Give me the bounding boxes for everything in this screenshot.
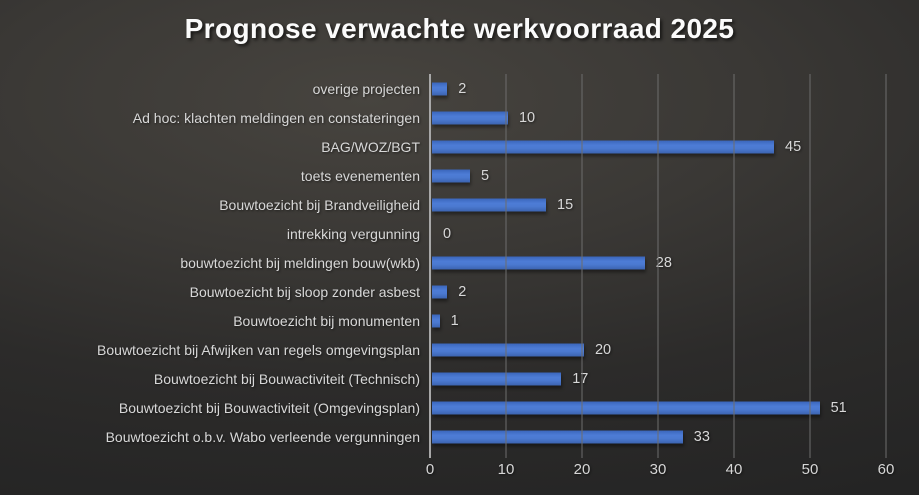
x-axis-tick-label: 10 [497,461,515,478]
category-label: Bouwtoezicht bij Brandveiligheid [219,196,420,213]
category-label: Bouwtoezicht bij Bouwactiviteit (Technis… [153,371,420,388]
bar [432,198,546,212]
bar [432,314,440,328]
value-label: 2 [458,284,467,301]
gridline [657,74,659,458]
bar-row: Bouwtoezicht bij Bouwactiviteit (Technis… [154,365,886,394]
bar-row: toets evenementen 5 [301,161,886,190]
plot-area: overige projecten 2 Ad hoc: klachten meldi… [97,74,894,478]
bar [432,372,562,386]
category-axis-line [429,74,431,458]
value-label: 2 [458,80,467,97]
category-label: toets evenementen [300,167,420,184]
bar-row: overige projecten 2 [313,74,886,103]
category-label: bouwtoezicht bij meldingen bouw(wkb) [180,255,420,271]
bar [432,343,584,357]
x-axis-tick-label: 50 [801,461,819,478]
bar-row: Bouwtoezicht o.b.v. Wabo verleende vergu… [106,423,886,452]
value-label: 5 [480,167,490,184]
category-label: Bouwtoezicht bij sloop zonder asbest [189,284,420,301]
category-label: Bouwtoezicht o.b.v. Wabo verleende vergu… [105,429,420,446]
value-label: 51 [830,400,847,417]
bar-row: intrekking vergunning 0 [287,219,886,248]
value-label: 45 [785,138,802,155]
value-label: 33 [693,429,710,446]
bar-row: Bouwtoezicht bij monumenten 1 [233,307,886,336]
chart-title: Prognose verwachte werkvoorraad 2025 [184,13,735,44]
value-label: 20 [594,342,612,359]
bar-row: Bouwtoezicht bij Brandveiligheid 15 [219,190,886,219]
bar-row: BAG/WOZ/BGT 45 [321,132,886,161]
bar [432,140,774,154]
value-label: 28 [655,255,672,271]
value-label: 15 [557,196,574,213]
bar [432,285,448,299]
gridline [885,74,887,458]
bar [432,82,448,96]
bar-row: Bouwtoezicht bij Bouwactiviteit (Omgevin… [119,394,886,423]
value-label: 1 [450,313,459,330]
category-label: overige projecten [312,80,420,97]
category-label: Bouwtoezicht bij Afwijken van regels omg… [97,342,420,359]
x-axis-tick-label: 60 [877,461,895,478]
value-label: 10 [518,109,536,126]
x-axis-tick-label: 30 [649,461,667,478]
x-axis-tick-label: 0 [425,461,435,478]
category-label: BAG/WOZ/BGT [321,138,420,155]
bar [432,169,470,183]
x-axis-tick-label: 40 [725,461,743,478]
bar [432,256,645,270]
bar [432,430,683,444]
gridline [505,74,507,458]
gridline [809,74,811,458]
bar [432,401,820,415]
bar-row: Bouwtoezicht bij Afwijken van regels omg… [97,336,886,365]
bar-row: Ad hoc: klachten meldingen en constateri… [133,103,886,132]
category-label: Bouwtoezicht bij monumenten [233,313,420,330]
value-label: 0 [443,225,452,242]
gridline [581,74,583,458]
bar [432,111,508,125]
gridline [733,74,735,458]
category-label: Bouwtoezicht bij Bouwactiviteit (Omgevin… [118,400,420,417]
value-label: 17 [572,371,589,388]
category-label: intrekking vergunning [286,225,420,242]
x-axis-tick-label: 20 [573,461,591,478]
category-label: Ad hoc: klachten meldingen en constateri… [132,109,420,126]
bar-rows: overige projecten 2 Ad hoc: klachten meldi… [97,74,886,452]
bar-row: bouwtoezicht bij meldingen bouw(wkb) 28 [180,248,886,277]
bar-row: Bouwtoezicht bij sloop zonder asbest 2 [190,278,886,307]
